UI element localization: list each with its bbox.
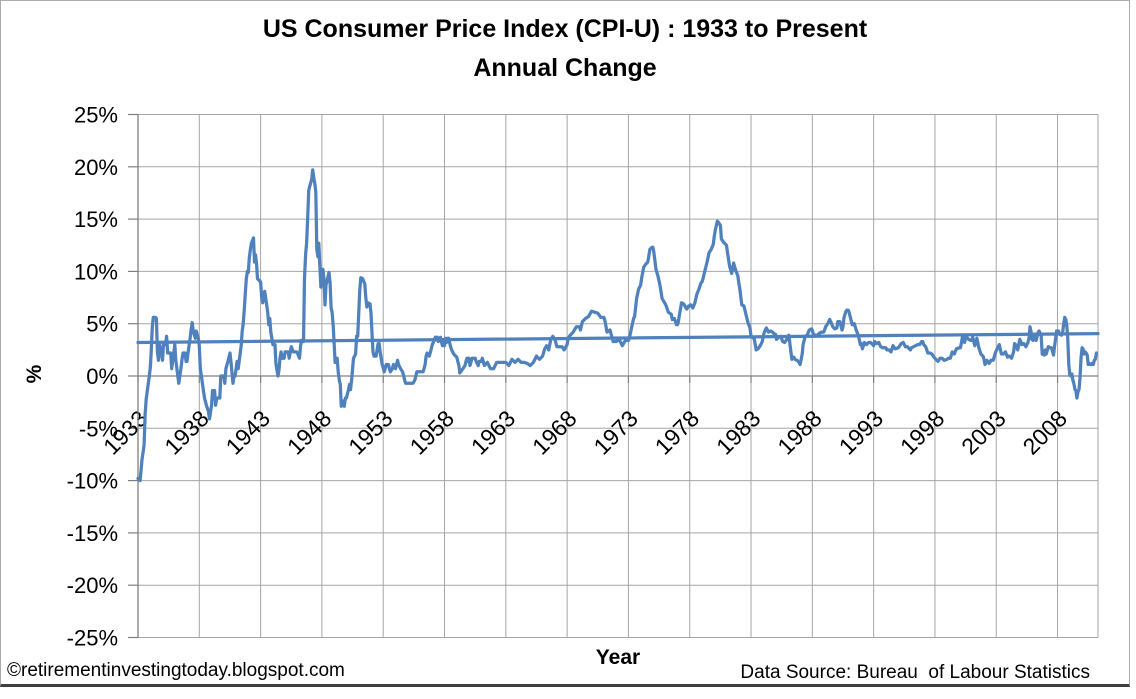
y-axis-title: % [23,364,46,383]
linear-trend-line [136,331,1100,345]
x-tick-label: 1998 [895,405,950,460]
chart-title: US Consumer Price Index (CPI-U) : 1933 t… [0,10,1130,88]
x-tick-label: 1943 [221,405,276,460]
x-tick-label: 1978 [650,405,705,460]
x-tick-label: 1938 [159,405,214,460]
x-tick-label: 1953 [343,405,398,460]
x-tick-label: 1968 [527,405,582,460]
y-tick-label: -5% [79,416,118,441]
y-tick-label: 5% [86,312,118,337]
y-tick-label: 10% [74,259,118,284]
x-tick-label: 2003 [956,405,1011,460]
y-tick-label: -20% [67,573,118,598]
copyright-text: ©retirementinvestingtoday.blogspot.com [7,660,345,681]
y-tick-label: -15% [67,521,118,546]
y-tick-label: -10% [67,469,118,494]
x-tick-label: 1963 [466,405,521,460]
y-tick-label: 25% [74,103,118,128]
y-tick-label: 15% [74,207,118,232]
x-tick-label: 1983 [711,405,766,460]
data-source-text: Data Source: Bureau of Labour Statistics [740,662,1090,683]
chart-title-line2: Annual Change [473,54,657,82]
y-tick-label: -25% [67,626,118,651]
y-tick-label: 20% [74,155,118,180]
x-tick-label: 1988 [772,405,827,460]
x-tick-label: 2008 [1018,405,1073,460]
chart-frame [0,0,1130,687]
x-axis-title: Year [596,646,640,669]
x-tick-label: 1993 [834,405,889,460]
chart-title-line1: US Consumer Price Index (CPI-U) : 1933 t… [262,15,868,43]
cpi-annual-change-line [136,168,1099,483]
x-tick-label: 1948 [282,405,337,460]
y-tick-label: 0% [86,364,118,389]
x-tick-label: 1973 [588,405,643,460]
x-tick-label: 1958 [404,405,459,460]
